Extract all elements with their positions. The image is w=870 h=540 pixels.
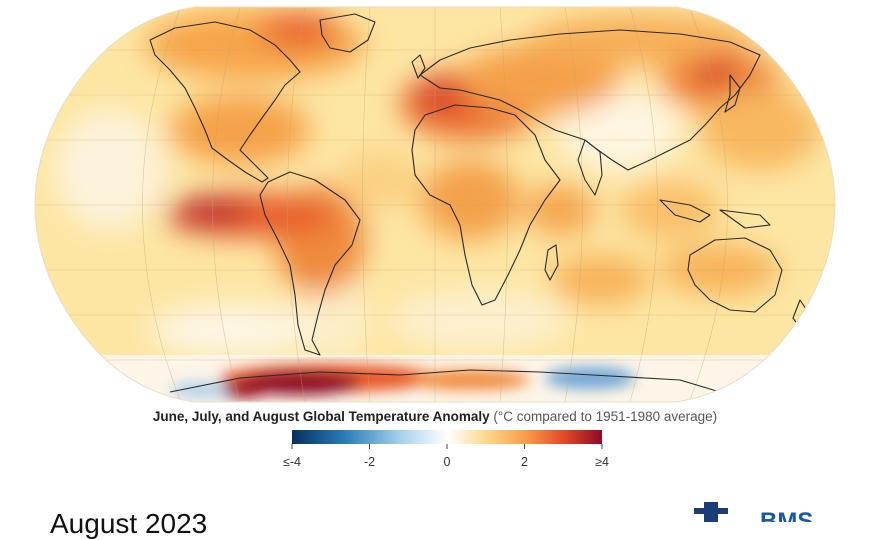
color-legend: ≤-4 -2 0 2 ≥4 [280, 428, 610, 476]
caption-units: (°C compared to 1951-1980 average) [489, 409, 718, 424]
logo-mark-bar [694, 508, 728, 514]
caption-title: June, July, and August Global Temperatur… [152, 409, 490, 424]
legend-tick-label: ≥4 [595, 455, 609, 469]
legend-colorbar [292, 430, 602, 444]
footer-date: August 2023 [50, 508, 208, 539]
legend-tick-label: 2 [521, 455, 528, 469]
logo-text: BMS [760, 508, 814, 522]
bms-logo: BMS [690, 498, 860, 522]
anomaly-field [35, 7, 835, 402]
temperature-anomaly-map [34, 6, 836, 403]
legend-tick-label: -2 [364, 455, 375, 469]
legend-tick-label: ≤-4 [283, 455, 301, 469]
map-caption: June, July, and August Global Temperatur… [0, 409, 870, 424]
legend-tick-label: 0 [444, 455, 451, 469]
